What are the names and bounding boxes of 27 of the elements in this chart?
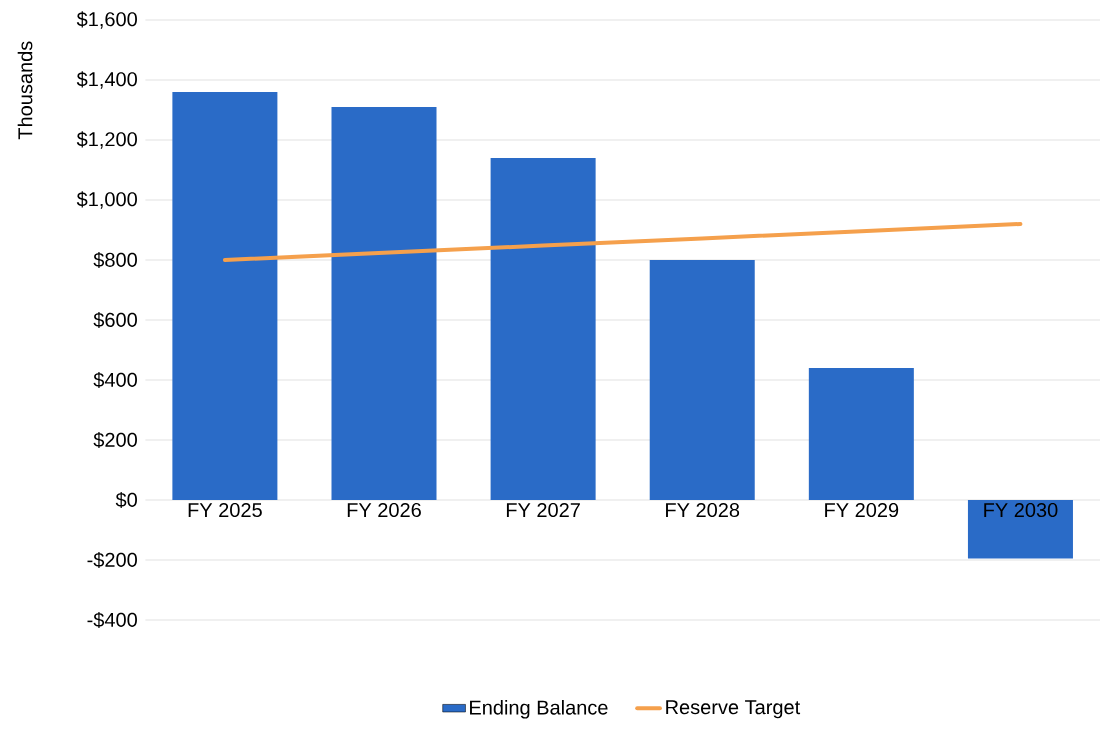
y-tick-label: $0 <box>115 491 137 509</box>
y-axis-title: Thousands <box>17 41 33 140</box>
y-tick-label: $400 <box>93 371 137 389</box>
y-tick-label: -$400 <box>87 611 137 629</box>
y-tick-label: $800 <box>93 251 137 269</box>
x-tick-label: FY 2028 <box>666 502 740 518</box>
x-tick-label: FY 2027 <box>506 502 580 518</box>
y-tick-label: $1,600 <box>76 11 137 29</box>
bar <box>331 106 437 500</box>
bar <box>172 91 278 500</box>
y-tick-label: $200 <box>93 431 137 449</box>
x-tick-label: FY 2026 <box>347 502 421 518</box>
legend-label: Reserve Target <box>666 700 801 719</box>
line-series <box>222 221 1023 262</box>
bar <box>490 157 596 500</box>
y-tick-label: $1,400 <box>76 71 137 89</box>
y-tick-label: $600 <box>93 311 137 329</box>
bar <box>967 500 1073 559</box>
legend-label: Ending Balance <box>470 699 608 719</box>
y-tick-label: -$200 <box>87 551 137 569</box>
x-tick-label: FY 2030 <box>984 502 1058 518</box>
x-tick-label: FY 2025 <box>188 502 262 518</box>
y-tick-label: $1,000 <box>76 191 137 209</box>
bar <box>808 367 914 500</box>
y-tick-label: $1,200 <box>76 131 137 149</box>
x-tick-label: FY 2029 <box>825 502 899 518</box>
bar <box>649 259 755 500</box>
